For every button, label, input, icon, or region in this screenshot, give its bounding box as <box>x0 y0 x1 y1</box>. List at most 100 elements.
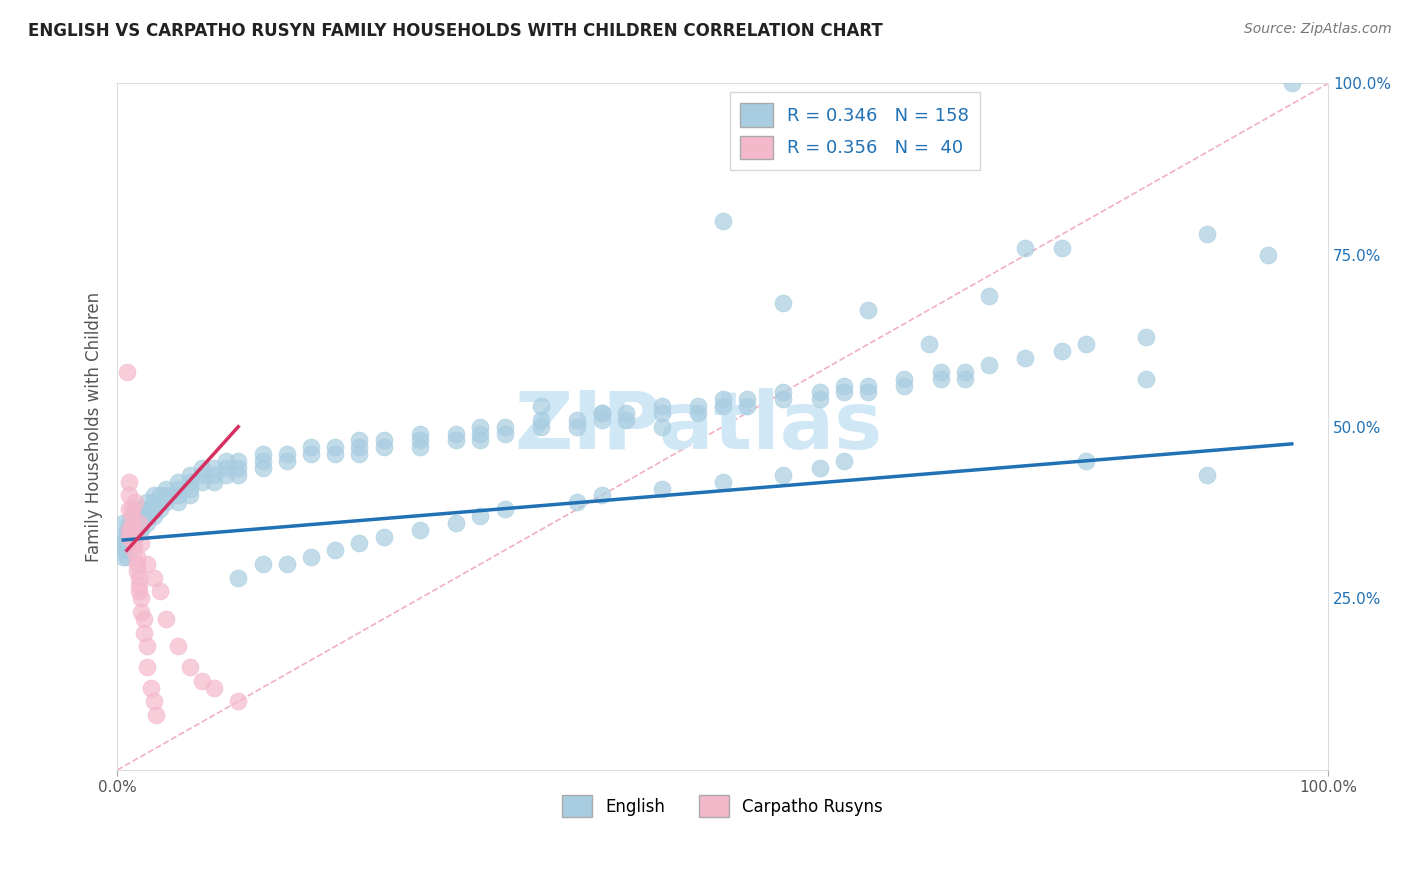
Point <box>1195 467 1218 482</box>
Point <box>122 536 145 550</box>
Point <box>446 516 468 530</box>
Point <box>148 502 170 516</box>
Point <box>132 625 155 640</box>
Point <box>155 488 177 502</box>
Point <box>121 502 143 516</box>
Point <box>124 530 146 544</box>
Point <box>115 365 138 379</box>
Point <box>118 502 141 516</box>
Point <box>142 488 165 502</box>
Point <box>772 392 794 407</box>
Point <box>252 454 274 468</box>
Point <box>735 399 758 413</box>
Point <box>128 508 150 523</box>
Point <box>772 296 794 310</box>
Point <box>132 612 155 626</box>
Point <box>191 475 214 489</box>
Point <box>494 426 516 441</box>
Point <box>349 440 371 454</box>
Point <box>131 508 153 523</box>
Point <box>349 447 371 461</box>
Point <box>124 495 146 509</box>
Point <box>530 399 553 413</box>
Point <box>1135 372 1157 386</box>
Point <box>122 543 145 558</box>
Point <box>591 488 613 502</box>
Point <box>118 523 141 537</box>
Point <box>276 447 298 461</box>
Point <box>470 426 492 441</box>
Point <box>118 516 141 530</box>
Y-axis label: Family Households with Children: Family Households with Children <box>86 292 103 562</box>
Point <box>226 454 249 468</box>
Point <box>409 440 432 454</box>
Point <box>128 571 150 585</box>
Point <box>470 419 492 434</box>
Point <box>128 523 150 537</box>
Point <box>470 434 492 448</box>
Point <box>409 434 432 448</box>
Point <box>179 467 201 482</box>
Point <box>651 399 673 413</box>
Point <box>179 488 201 502</box>
Point <box>1074 337 1097 351</box>
Point <box>856 303 879 318</box>
Point <box>155 612 177 626</box>
Point <box>567 413 589 427</box>
Point <box>128 516 150 530</box>
Point <box>191 673 214 688</box>
Point <box>148 495 170 509</box>
Point <box>651 406 673 420</box>
Point <box>142 571 165 585</box>
Point <box>131 605 153 619</box>
Point <box>124 508 146 523</box>
Point <box>124 523 146 537</box>
Point <box>136 495 159 509</box>
Point <box>856 385 879 400</box>
Point <box>953 365 976 379</box>
Point <box>856 378 879 392</box>
Point <box>591 406 613 420</box>
Point <box>711 475 734 489</box>
Point <box>115 523 138 537</box>
Point <box>977 358 1000 372</box>
Point <box>226 467 249 482</box>
Point <box>614 413 637 427</box>
Point <box>118 488 141 502</box>
Point <box>651 419 673 434</box>
Point <box>124 516 146 530</box>
Point <box>118 536 141 550</box>
Point <box>179 482 201 496</box>
Point <box>1014 351 1036 365</box>
Point <box>446 426 468 441</box>
Point <box>252 461 274 475</box>
Point <box>166 482 188 496</box>
Point <box>929 365 952 379</box>
Legend: English, Carpatho Rusyns: English, Carpatho Rusyns <box>555 789 890 823</box>
Point <box>112 543 135 558</box>
Point <box>191 467 214 482</box>
Point <box>128 584 150 599</box>
Point <box>142 694 165 708</box>
Point <box>131 502 153 516</box>
Point <box>115 530 138 544</box>
Point <box>1135 330 1157 344</box>
Point <box>832 385 855 400</box>
Point <box>917 337 939 351</box>
Point <box>128 502 150 516</box>
Point <box>121 516 143 530</box>
Point <box>121 530 143 544</box>
Point <box>323 543 346 558</box>
Point <box>711 213 734 227</box>
Point <box>494 419 516 434</box>
Point <box>1257 248 1279 262</box>
Point <box>323 440 346 454</box>
Point <box>131 536 153 550</box>
Point <box>711 399 734 413</box>
Point <box>349 434 371 448</box>
Text: ENGLISH VS CARPATHO RUSYN FAMILY HOUSEHOLDS WITH CHILDREN CORRELATION CHART: ENGLISH VS CARPATHO RUSYN FAMILY HOUSEHO… <box>28 22 883 40</box>
Point <box>179 475 201 489</box>
Point <box>226 571 249 585</box>
Point <box>349 536 371 550</box>
Point <box>148 584 170 599</box>
